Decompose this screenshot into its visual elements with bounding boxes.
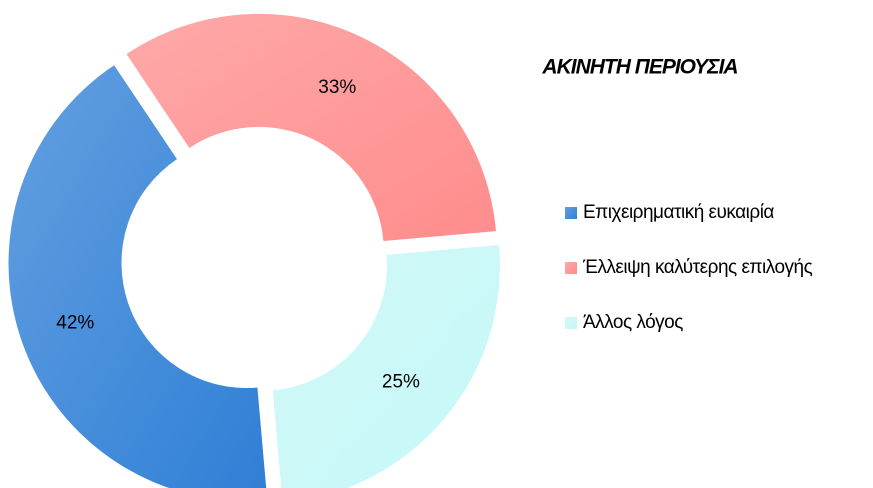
slice [272,245,500,488]
legend-swatch [565,317,577,329]
data-label: 33% [318,77,356,98]
data-label: 25% [382,371,420,392]
legend-swatch [565,207,577,219]
legend-label: Έλλειψη καλύτερης επιλογής [582,257,813,278]
slice [126,13,496,241]
chart-title: ΑΚΙΝΗΤΗ ΠΕΡΙΟΥΣΙΑ [541,56,737,79]
legend-label: Άλλος λόγος [583,312,683,333]
data-label: 42% [56,312,94,333]
legend-swatch [565,262,577,274]
slice [8,65,267,488]
legend-label: Επιχειρηματική ευκαιρία [583,202,774,223]
